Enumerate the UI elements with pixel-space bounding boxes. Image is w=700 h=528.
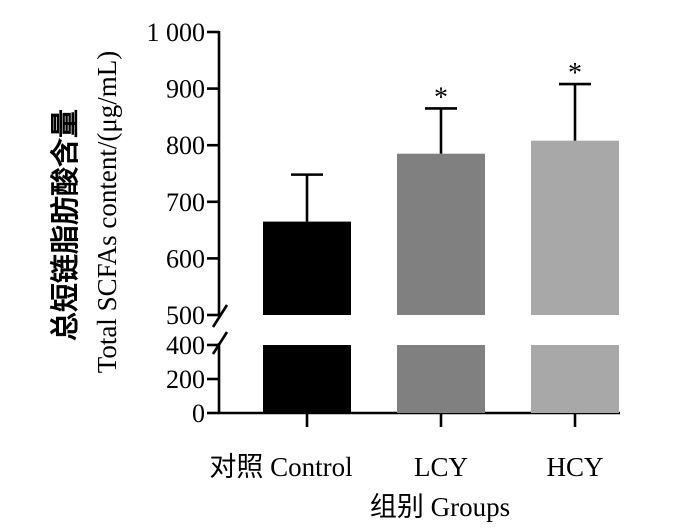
y-tick-label: 500: [166, 301, 205, 330]
x-category-label-2: LCY: [414, 452, 468, 482]
bar-lower-2: [397, 345, 485, 413]
y-tick-label: 600: [166, 244, 205, 273]
y-axis-title-cn: 总短链脂肪酸含量: [48, 109, 82, 341]
axis-break-mark-upper: [211, 304, 229, 328]
y-tick-label: 200: [166, 365, 205, 394]
x-axis-title: 组别 Groups: [370, 492, 510, 522]
bar-upper-1: [263, 221, 351, 315]
bars: [263, 82, 619, 413]
bar-upper-2: [397, 153, 485, 315]
x-category-label-3: HCY: [546, 452, 603, 482]
labels: 500 600 700 800 900 1 000 0 200 400 对照 Control * LC…: [48, 18, 604, 522]
y-tick-label: 1 000: [147, 18, 206, 47]
y-axis-title-en: Total SCFAs content/(μg/mL): [92, 51, 122, 374]
axis-break-mark-lower: [211, 331, 229, 355]
bar-upper-3: [531, 140, 619, 315]
y-tick-label: 900: [166, 75, 205, 104]
x-category-label-1: 对照 Control: [209, 452, 352, 482]
y-tick-label: 400: [166, 331, 205, 360]
significance-star-2: *: [434, 82, 448, 113]
significance-star-3: *: [568, 58, 582, 89]
y-tick-label: 0: [192, 399, 205, 428]
y-tick-label: 700: [166, 188, 205, 217]
bar-lower-3: [531, 345, 619, 413]
y-tick-label: 800: [166, 131, 205, 160]
bar-lower-1: [263, 345, 351, 413]
